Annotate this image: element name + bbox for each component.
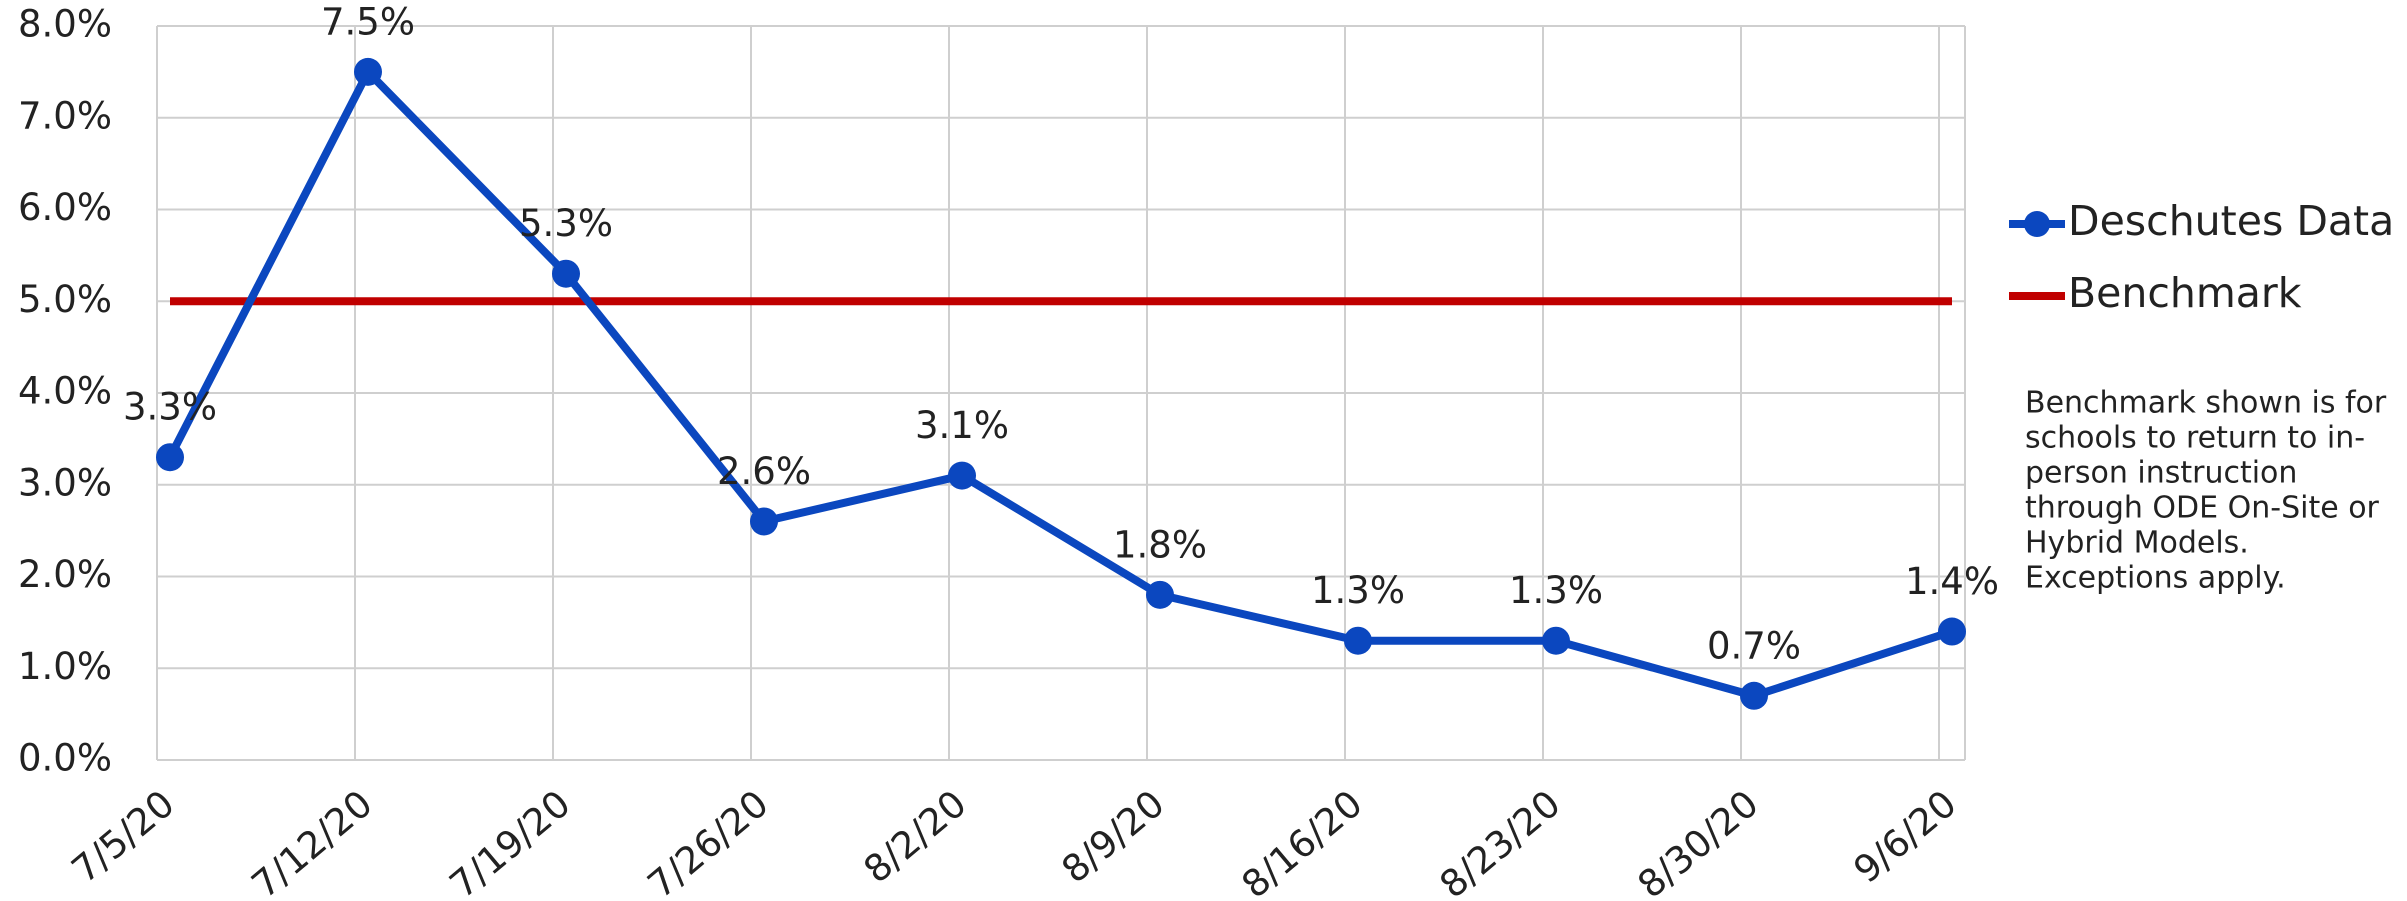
x-tick-label: 7/12/20 [244, 782, 381, 901]
data-label: 3.1% [915, 404, 1009, 447]
y-tick-label: 1.0% [18, 645, 112, 688]
data-label: 3.3% [123, 386, 217, 429]
data-label: 0.7% [1707, 624, 1801, 667]
annotation: Hybrid Models. [2025, 526, 2249, 561]
point [552, 259, 580, 288]
x-tick-label: 7/19/20 [442, 782, 579, 901]
x-tick-label: 9/6/20 [1846, 782, 1965, 891]
data-label: 7.5% [321, 0, 415, 43]
point [750, 507, 778, 536]
point [1542, 626, 1570, 655]
x-tick-label: 8/16/20 [1234, 782, 1371, 901]
annotation: through ODE On-Site or [2025, 491, 2380, 526]
data-label: 1.8% [1113, 523, 1207, 566]
legend-marker [2024, 211, 2050, 237]
legend-label: Benchmark [2068, 269, 2302, 317]
legend-label: Deschutes Data [2068, 197, 2394, 245]
y-tick-label: 7.0% [18, 94, 112, 137]
y-tick-label: 2.0% [18, 553, 112, 596]
x-tick-label: 8/9/20 [1054, 782, 1173, 891]
annotation: Exceptions apply. [2025, 561, 2286, 596]
series-line [166, 65, 1954, 700]
y-tick-label: 0.0% [18, 737, 112, 780]
x-tick-label: 8/23/20 [1432, 782, 1569, 901]
point [948, 461, 976, 490]
x-tick-label: 8/30/20 [1630, 782, 1767, 901]
point [156, 443, 184, 472]
x-tick-label: 7/26/20 [640, 782, 777, 901]
point [354, 57, 382, 86]
y-tick-label: 6.0% [18, 186, 112, 229]
point [1740, 681, 1768, 710]
x-tick-label: 8/2/20 [856, 782, 975, 891]
data-label: 2.6% [717, 450, 811, 493]
annotation: Benchmark shown is for [2025, 386, 2387, 421]
x-tick-label: 7/5/20 [64, 782, 183, 891]
data-label: 1.3% [1311, 569, 1405, 612]
point [1938, 617, 1966, 646]
data-label: 1.3% [1509, 569, 1603, 612]
data-label: 1.4% [1905, 560, 1999, 603]
y-tick-label: 4.0% [18, 370, 112, 413]
point [1146, 580, 1174, 609]
data-label: 5.3% [519, 202, 613, 245]
y-tick-label: 8.0% [18, 3, 112, 46]
point [1344, 626, 1372, 655]
y-tick-label: 3.0% [18, 461, 112, 504]
annotation: person instruction [2025, 456, 2297, 491]
annotation: schools to return to in- [2025, 421, 2365, 456]
y-tick-label: 5.0% [18, 278, 112, 321]
